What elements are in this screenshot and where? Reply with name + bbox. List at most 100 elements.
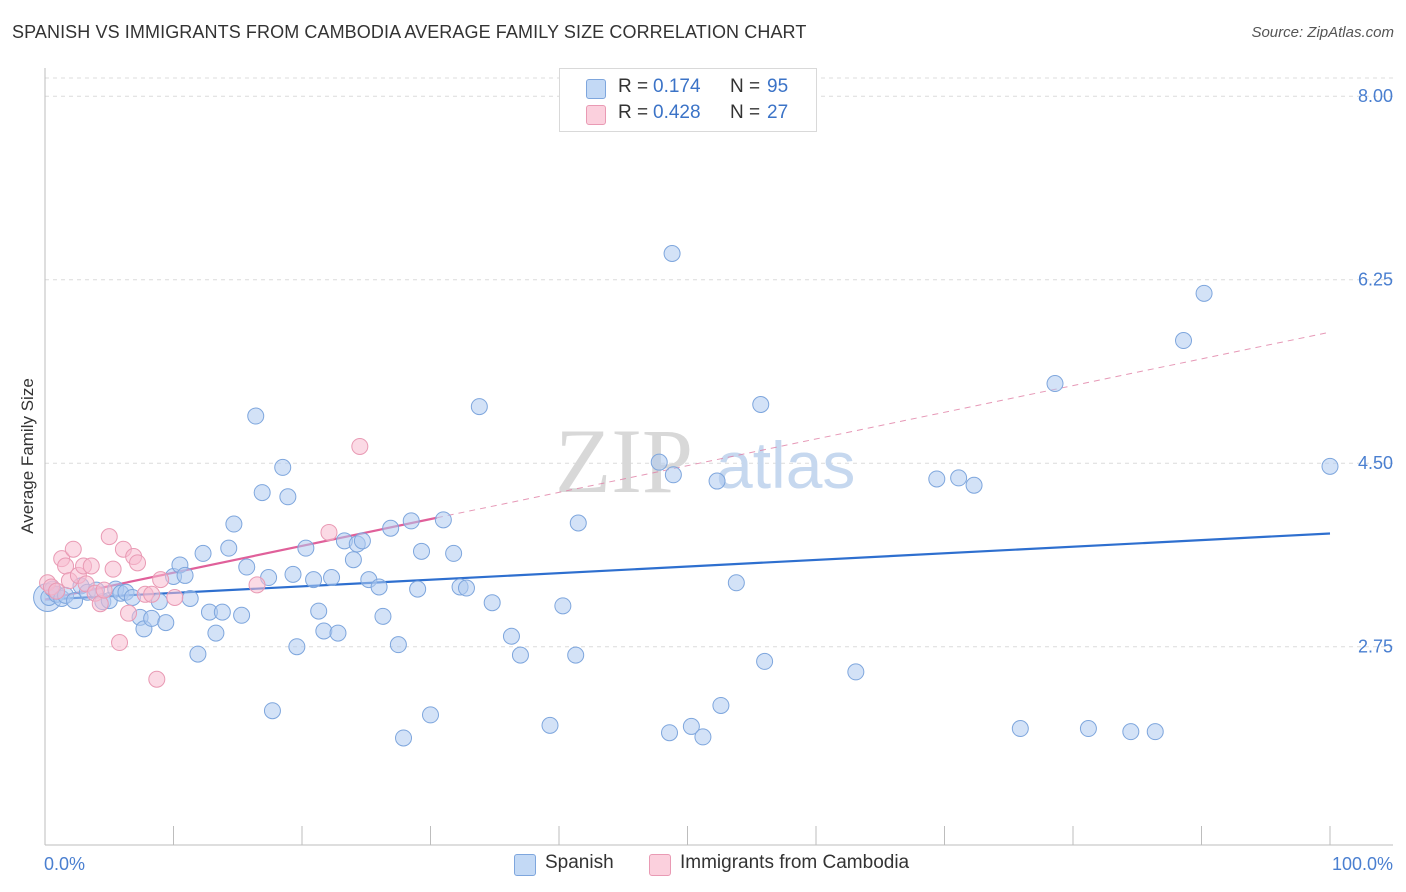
data-point-spanish	[1122, 723, 1140, 741]
data-point-cambodia	[95, 581, 113, 599]
data-point-spanish	[511, 646, 529, 664]
y-tick-labels: 2.75 4.50 6.25 8.00	[1358, 86, 1393, 657]
y-tick-label: 6.25	[1358, 270, 1393, 290]
data-point-cambodia	[64, 540, 82, 558]
data-point-cambodia	[248, 576, 266, 594]
data-point-spanish	[253, 484, 271, 502]
data-point-cambodia	[143, 585, 161, 603]
data-point-spanish	[297, 539, 315, 557]
data-point-spanish	[727, 574, 745, 592]
data-point-cambodia	[129, 554, 147, 572]
data-point-spanish	[664, 466, 682, 484]
data-point-spanish	[965, 476, 983, 494]
data-point-spanish	[176, 566, 194, 584]
data-point-cambodia	[320, 523, 338, 541]
data-point-spanish	[225, 515, 243, 533]
data-point-spanish	[233, 606, 251, 624]
data-point-spanish	[382, 519, 400, 537]
legend-swatch-cambodia	[586, 105, 606, 125]
data-point-spanish	[470, 398, 488, 416]
chart-title: SPANISH VS IMMIGRANTS FROM CAMBODIA AVER…	[12, 22, 807, 42]
bottom-legend-swatch-spanish	[514, 854, 536, 876]
data-point-spanish	[213, 603, 231, 621]
watermark: ZIP atlas	[555, 410, 855, 512]
data-point-spanish	[247, 407, 265, 425]
data-point-spanish	[1146, 723, 1164, 741]
stats-legend: R = 0.174 N = 95 R = 0.428 N = 27	[559, 68, 817, 132]
data-point-spanish	[238, 558, 256, 576]
data-point-spanish	[194, 544, 212, 562]
data-point-spanish	[374, 607, 392, 625]
trend-lines	[44, 331, 1331, 601]
data-point-spanish	[389, 636, 407, 654]
data-point-spanish	[305, 571, 323, 589]
legend-swatch-spanish	[586, 79, 606, 99]
data-point-spanish	[569, 514, 587, 532]
data-point-spanish	[413, 542, 431, 560]
data-point-spanish	[181, 590, 199, 607]
data-point-spanish	[284, 565, 302, 583]
data-point-spanish	[207, 624, 225, 642]
data-point-spanish	[682, 717, 700, 735]
x-tick-label-min: 0.0%	[44, 854, 85, 874]
data-point-spanish	[457, 579, 475, 597]
legend-row-cambodia: R = 0.428 N = 27	[560, 100, 816, 126]
data-point-spanish	[315, 622, 333, 640]
data-point-spanish	[661, 724, 679, 742]
source-label: Source: ZipAtlas.com	[1251, 24, 1394, 41]
data-point-cambodia	[48, 582, 66, 600]
data-point-cambodia	[166, 588, 184, 606]
data-point-cambodia	[148, 670, 166, 688]
data-point-spanish	[950, 469, 968, 487]
data-point-spanish	[329, 624, 347, 642]
data-point-spanish	[756, 652, 774, 670]
data-point-spanish	[409, 580, 427, 598]
y-tick-label: 8.00	[1358, 86, 1393, 106]
legend-row-spanish: R = 0.174 N = 95	[560, 74, 816, 100]
y-tick-label: 2.75	[1358, 637, 1393, 657]
data-point-spanish	[708, 472, 726, 490]
data-point-spanish	[1321, 457, 1339, 475]
data-point-spanish	[1011, 720, 1029, 738]
bottom-legend-label-cambodia: Immigrants from Cambodia	[680, 852, 910, 873]
data-point-spanish	[189, 645, 207, 663]
data-point-cambodia	[100, 528, 118, 546]
data-point-spanish	[422, 706, 439, 724]
watermark-zip: ZIP	[555, 410, 693, 512]
data-point-spanish	[402, 512, 420, 530]
data-point-spanish	[143, 609, 161, 627]
y-tick-label: 4.50	[1358, 453, 1393, 473]
data-point-spanish	[434, 511, 452, 529]
trend-line-extension-1	[436, 331, 1331, 519]
legend-r-value: 0.174	[653, 76, 701, 97]
data-point-spanish	[1046, 375, 1064, 393]
legend-r-label: R =	[618, 76, 649, 97]
data-point-spanish	[220, 539, 238, 557]
legend-r-value: 0.428	[653, 102, 701, 123]
data-point-spanish	[353, 532, 371, 550]
legend-r-label: R =	[618, 102, 649, 123]
watermark-atlas: atlas	[716, 428, 855, 502]
data-point-cambodia	[351, 437, 369, 455]
data-point-spanish	[395, 729, 413, 747]
data-point-cambodia	[82, 557, 100, 575]
data-point-spanish	[928, 470, 946, 488]
data-point-spanish	[279, 488, 297, 506]
data-point-cambodia	[104, 560, 122, 578]
data-point-spanish	[1175, 332, 1193, 350]
x-tick-label-max: 100.0%	[1332, 854, 1393, 874]
data-point-spanish	[310, 602, 328, 620]
data-points	[33, 245, 1339, 747]
data-point-spanish	[1195, 284, 1213, 302]
data-point-spanish	[1079, 720, 1097, 738]
data-point-spanish	[483, 594, 501, 612]
data-point-spanish	[663, 245, 681, 263]
data-point-spanish	[323, 569, 341, 587]
legend-n-label: N =	[730, 76, 761, 97]
data-point-spanish	[694, 728, 712, 746]
data-point-spanish	[274, 458, 292, 476]
data-point-spanish	[344, 551, 362, 569]
data-point-spanish	[502, 627, 520, 645]
bottom-legend-swatch-cambodia	[649, 854, 671, 876]
